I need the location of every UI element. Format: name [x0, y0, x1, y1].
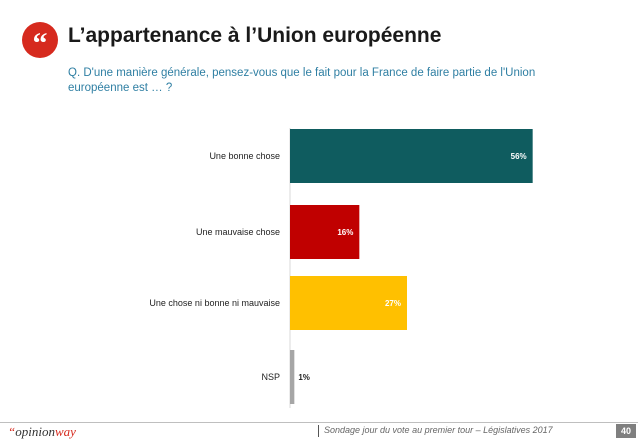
opinionway-logo: “opinionway — [8, 424, 76, 439]
bar — [290, 205, 360, 259]
value-label: 56% — [511, 152, 527, 161]
page-number: 40 — [616, 424, 636, 438]
svg-text:“: “ — [33, 27, 48, 58]
category-label: NSP — [261, 372, 280, 382]
page-title: L’appartenance à l’Union européenne — [68, 24, 442, 47]
category-label: Une bonne chose — [209, 151, 280, 161]
value-label: 16% — [337, 228, 353, 237]
bar-chart: Une bonne chose 56% Une mauvaise chose 16% U… — [149, 128, 533, 408]
value-label: 27% — [385, 299, 401, 308]
footer-divider — [0, 422, 638, 423]
quote-icon: “ — [22, 22, 58, 58]
bar — [290, 276, 407, 330]
survey-question: Q. D'une manière générale, pensez-vous q… — [68, 67, 536, 94]
category-label: Une mauvaise chose — [196, 227, 280, 237]
bar — [290, 350, 295, 404]
bar — [290, 129, 533, 183]
category-label: Une chose ni bonne ni mauvaise — [149, 298, 280, 308]
value-label: 1% — [298, 373, 310, 382]
footer-separator — [318, 425, 319, 437]
footer-source: Sondage jour du vote au premier tour – L… — [324, 425, 553, 435]
